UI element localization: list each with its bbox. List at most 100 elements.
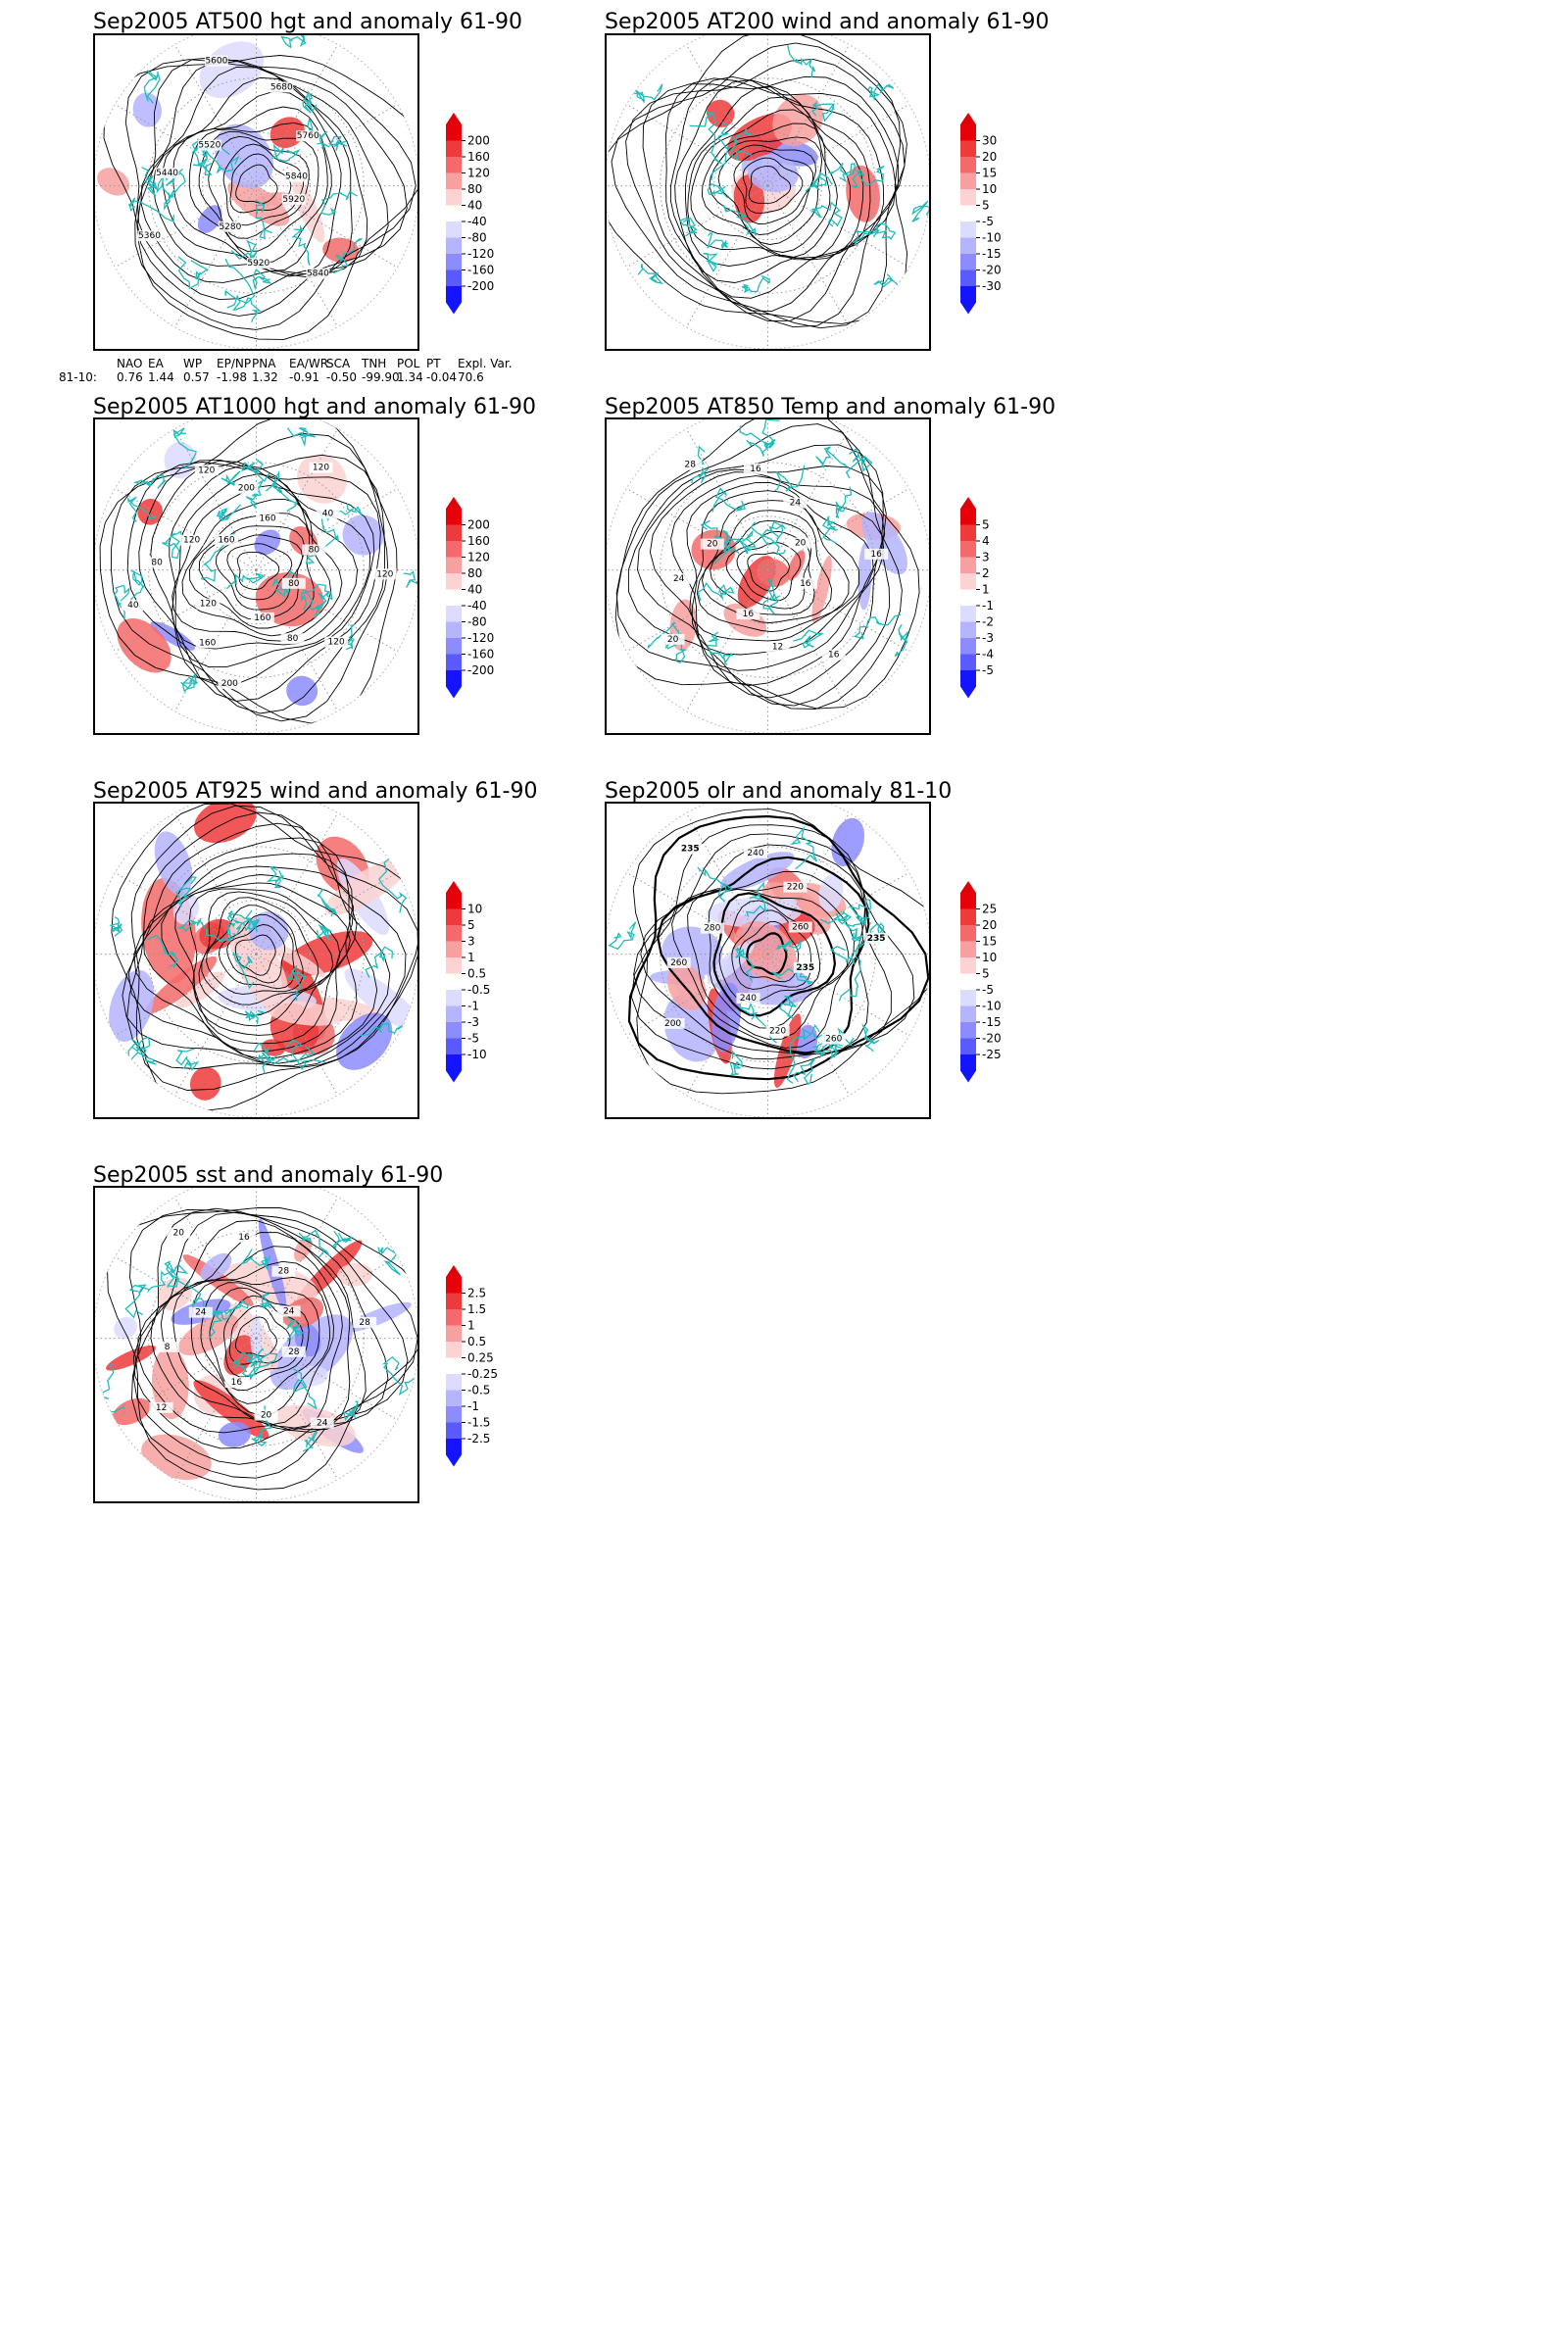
longitude-gridline — [173, 1197, 257, 1339]
colorbar-tick-label: 3 — [982, 551, 990, 564]
contour-label: 40 — [322, 509, 334, 518]
contour-label: 12 — [156, 1403, 167, 1413]
panel-6-map: 235 260 220 240 200 260 280 235 240 220 260 235 — [605, 802, 931, 1119]
coastline — [722, 205, 757, 236]
coastline — [706, 631, 734, 665]
tele-header: SCA — [326, 357, 351, 370]
colorbar-tick-label: -200 — [467, 663, 494, 677]
coastline — [317, 923, 332, 941]
colorbar-bottom-arrow — [960, 686, 976, 699]
streamline — [126, 811, 407, 1069]
longitude-gridline — [256, 569, 339, 711]
colorbar-segment — [960, 524, 976, 541]
map-svg — [95, 804, 417, 1117]
contour-line — [124, 59, 416, 330]
colorbar-tick-label: -120 — [467, 247, 494, 261]
colorbar-tick-label: 5 — [982, 518, 990, 532]
map-svg: 5920 5840 5920 5280 5360 5440 5520 5600 5680 5760… — [95, 35, 417, 349]
coastline — [332, 1230, 353, 1250]
colorbar-tick-label: 160 — [467, 534, 490, 548]
contour-label: 200 — [238, 484, 255, 494]
contour-line — [150, 1232, 351, 1433]
contour-label: 16 — [238, 1233, 250, 1243]
coastline — [305, 526, 340, 564]
colorbar-tick-label: 1 — [467, 1319, 475, 1333]
coastline — [192, 142, 213, 175]
contour-label: 5440 — [156, 169, 178, 178]
colorbar-top-arrow — [960, 497, 976, 509]
negative-anomaly-shading — [200, 1252, 232, 1282]
streamline — [701, 122, 831, 253]
positive-anomaly-shading — [666, 963, 707, 1010]
positive-anomaly-shading — [322, 237, 360, 263]
colorbar-segment — [446, 908, 462, 925]
colorbar-tick-label: -160 — [467, 648, 494, 662]
streamline — [161, 874, 358, 1045]
panel-7-colorbar: 2.5 1.5 1 0.5 0.25 -0.25 -0.5 -1 -1.5 -2.5 — [446, 1265, 524, 1477]
negative-anomaly-shading — [258, 1218, 287, 1312]
contour-label: 16 — [750, 465, 761, 474]
contour-label: 220 — [787, 883, 804, 893]
coastline — [750, 520, 784, 546]
contour-line — [671, 870, 863, 1049]
longitude-gridline — [626, 103, 768, 187]
tele-header: EA/WR — [289, 357, 329, 370]
coastline — [177, 917, 222, 943]
contour-line — [190, 1276, 330, 1416]
contour-label: 20 — [667, 635, 679, 645]
coastline — [689, 111, 722, 165]
longitude-gridline — [173, 954, 257, 1096]
longitude-gridline — [256, 487, 398, 571]
panel-1-colorbar: 200 160 120 80 40 -40 -80 -120 -160 -200 — [446, 113, 524, 324]
coastline — [793, 629, 823, 649]
contour-label: 24 — [195, 1308, 207, 1318]
colorbar-tick-label: -3 — [467, 1015, 479, 1029]
colorbar-segment — [446, 270, 462, 286]
contour-label: 16 — [800, 579, 811, 589]
colorbar-segment — [446, 1357, 462, 1374]
streamline — [198, 891, 334, 1016]
coastline — [852, 223, 879, 247]
coastline — [707, 232, 729, 250]
negative-anomaly-shading — [197, 205, 222, 234]
colorbar-segment — [446, 1054, 462, 1071]
colorbar-segment — [960, 221, 976, 238]
panel-7-title: Sep2005 sst and anomaly 61-90 — [93, 1163, 444, 1188]
contour-line — [198, 525, 306, 620]
contour-label: 80 — [288, 579, 300, 589]
tele-value: 70.6 — [458, 370, 484, 384]
coastline — [266, 865, 284, 889]
contour-line — [614, 419, 920, 710]
panel-3-map: 80 120 80 160 200 160 120 40 80 120 160 120 200 160 12… — [93, 417, 419, 735]
coastline — [844, 922, 864, 943]
tele-value: 0.76 — [117, 370, 143, 384]
longitude-gridline — [685, 185, 768, 327]
coastline — [894, 624, 909, 658]
contour-line — [200, 1282, 320, 1404]
positive-anomaly-shading — [787, 550, 806, 581]
colorbar-tick-label: 200 — [467, 518, 490, 532]
colorbar-svg: 10 5 3 1 0.5 -0.5 -1 -3 -5 -10 — [446, 881, 490, 1083]
latitude-gridline — [660, 77, 876, 294]
coastline — [872, 221, 897, 240]
colorbar-tick-label: -0.5 — [467, 1384, 490, 1397]
contour-line — [710, 519, 815, 615]
colorbar-segment — [960, 1022, 976, 1039]
longitude-gridline — [626, 871, 768, 956]
coastline — [129, 569, 145, 601]
colorbar-tick-label: -0.5 — [467, 983, 490, 997]
colorbar-tick-label: 15 — [982, 167, 997, 180]
colorbar-segment — [446, 670, 462, 687]
contour-line — [712, 892, 837, 1017]
positive-anomaly-shading — [223, 1335, 255, 1376]
contour-label: 28 — [288, 1348, 300, 1357]
coastline — [776, 939, 802, 953]
longitude-gridline — [256, 185, 339, 327]
colorbar-bottom-arrow — [446, 1070, 462, 1083]
coastline — [729, 1050, 744, 1075]
contour-label: 12 — [772, 643, 783, 653]
colorbar-tick-label: -15 — [982, 247, 1002, 261]
streamline — [665, 77, 897, 313]
colorbar-tick-label: 10 — [467, 903, 482, 916]
colorbar-segment — [446, 1422, 462, 1439]
